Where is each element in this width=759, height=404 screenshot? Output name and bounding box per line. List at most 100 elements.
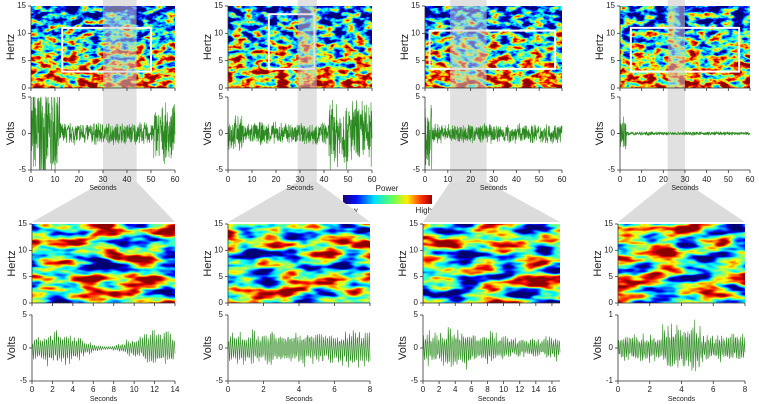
x-tick-label: 4 [679, 385, 684, 394]
highlight-band [103, 0, 137, 182]
x-tick-label: 0 [226, 385, 231, 394]
x-tick-label: 0 [616, 385, 621, 394]
y-tick-label: 15 [409, 219, 418, 228]
x-tick-label: 4 [297, 385, 302, 394]
x-tick-label: 10 [248, 175, 257, 184]
y-tick-label: 5 [219, 92, 224, 101]
y-tick-label: 10 [409, 245, 418, 254]
waveform [617, 319, 746, 372]
y-tick-label: 5 [414, 310, 419, 319]
highlight-band [297, 0, 317, 182]
x-tick-label: 10 [443, 175, 452, 184]
x-tick-label: 0 [618, 175, 623, 184]
y-tick-label: 5 [219, 310, 224, 319]
x-tick-label: 8 [743, 385, 748, 394]
colorbar-high: High [416, 206, 432, 215]
y-tick-label: 0 [609, 298, 614, 307]
x-tick-label: 2 [50, 385, 55, 394]
x-tick-label: 50 [147, 175, 156, 184]
x-tick-label: 20 [75, 175, 84, 184]
x-tick-label: 0 [226, 175, 231, 184]
x-tick-label: 4 [71, 385, 76, 394]
spectrogram [618, 224, 745, 303]
y-tick-label: -5 [608, 165, 616, 174]
y-tick-label: 0 [416, 83, 421, 92]
y-axis-label: Volts [5, 121, 17, 145]
zoom-connector [32, 182, 175, 222]
y-tick-label: 10 [17, 28, 26, 37]
x-tick-label: 12 [150, 385, 159, 394]
x-tick-label: 2 [648, 385, 653, 394]
y-tick-label: 5 [22, 56, 27, 65]
y-tick-label: -5 [20, 376, 28, 385]
x-tick-label: 8 [368, 385, 373, 394]
x-axis-label: Seconds [478, 396, 506, 403]
waveform [619, 116, 751, 150]
y-axis-label: Hertz [5, 34, 17, 60]
y-axis-label: Volts [592, 336, 604, 360]
highlight-band [450, 0, 487, 182]
y-tick-label: 15 [17, 1, 26, 10]
y-axis-label: Hertz [6, 250, 18, 276]
y-axis-label: Volts [202, 336, 214, 360]
x-tick-label: 10 [637, 175, 646, 184]
y-tick-label: 15 [604, 219, 613, 228]
x-tick-label: 40 [320, 175, 329, 184]
x-tick-label: 60 [558, 175, 567, 184]
spectrogram [32, 224, 175, 303]
x-tick-label: 60 [171, 175, 180, 184]
x-tick-label: 20 [466, 175, 475, 184]
x-axis-label: Seconds [285, 396, 313, 403]
y-tick-label: 10 [18, 245, 27, 254]
x-tick-label: 20 [272, 175, 281, 184]
y-axis-label: Hertz [399, 34, 411, 60]
y-tick-label: 0 [219, 298, 224, 307]
y-tick-label: 10 [214, 28, 223, 37]
x-tick-label: 60 [746, 175, 755, 184]
x-tick-label: 50 [535, 175, 544, 184]
x-tick-label: 8 [111, 385, 116, 394]
y-tick-label: 0 [23, 298, 28, 307]
y-tick-label: 0 [22, 83, 27, 92]
x-tick-label: 2 [261, 385, 266, 394]
x-tick-label: 4 [453, 385, 458, 394]
waveform [31, 330, 176, 367]
y-tick-label: 10 [411, 28, 420, 37]
y-tick-label: 5 [22, 92, 27, 101]
x-tick-label: 6 [91, 385, 96, 394]
spectrogram [423, 224, 560, 303]
x-tick-label: 6 [332, 385, 337, 394]
y-axis-label: Volts [397, 336, 409, 360]
highlight-band [667, 0, 685, 182]
y-tick-label: 0 [219, 83, 224, 92]
y-tick-label: 5 [611, 56, 616, 65]
x-tick-label: 30 [296, 175, 305, 184]
y-tick-label: 0 [416, 129, 421, 138]
x-axis-label: Seconds [89, 185, 117, 192]
colorbar-title: Power [376, 184, 399, 193]
y-tick-label: 0 [611, 129, 616, 138]
waveform [227, 329, 371, 368]
zoom-connector [228, 182, 370, 222]
y-tick-label: -5 [411, 376, 419, 385]
y-tick-label: 5 [219, 56, 224, 65]
y-tick-label: -5 [216, 165, 224, 174]
selection-box [428, 29, 557, 70]
y-tick-label: 0 [22, 129, 27, 138]
y-axis-label: Hertz [594, 34, 606, 60]
y-axis-label: Hertz [202, 250, 214, 276]
waveform [422, 326, 561, 370]
y-tick-label: -5 [413, 165, 421, 174]
x-axis-label: Seconds [671, 185, 699, 192]
x-tick-label: 14 [531, 385, 540, 394]
y-tick-label: 10 [604, 245, 613, 254]
x-tick-label: 6 [711, 385, 716, 394]
waveform [227, 100, 373, 170]
spectrogram [228, 224, 370, 303]
x-tick-label: 30 [489, 175, 498, 184]
y-tick-label: 10 [606, 28, 615, 37]
x-tick-label: 30 [681, 175, 690, 184]
y-tick-label: 15 [214, 1, 223, 10]
y-tick-label: 0 [219, 129, 224, 138]
